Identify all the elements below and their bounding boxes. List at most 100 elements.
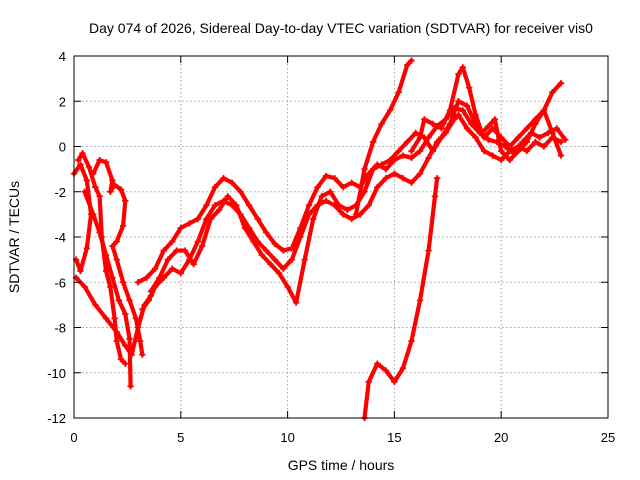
data-point	[416, 297, 424, 304]
axis-ticks: 0 5 10 15 20 25 -12 -10 -8 -6 -4 -2 0 2 4	[47, 49, 615, 445]
data-point	[365, 202, 372, 209]
data-point	[344, 206, 351, 214]
data-point	[211, 184, 219, 191]
series-trace	[91, 157, 145, 357]
data-point	[297, 233, 304, 241]
data-point	[532, 138, 539, 146]
data-point	[408, 57, 415, 64]
data-point	[416, 170, 424, 177]
data-point	[446, 120, 454, 128]
data-point	[322, 172, 330, 180]
data-point	[429, 120, 437, 128]
data-point	[173, 247, 180, 254]
data-point	[322, 197, 330, 204]
y-tick-label: 0	[59, 140, 66, 155]
data-point	[220, 174, 227, 182]
data-point	[399, 365, 407, 372]
data-point	[288, 256, 296, 263]
data-point	[408, 337, 415, 345]
data-point	[455, 98, 462, 105]
data-point	[117, 355, 125, 363]
data-point	[352, 211, 360, 218]
data-point	[386, 156, 394, 164]
data-point	[425, 247, 432, 254]
data-point	[549, 129, 556, 137]
data-point	[489, 152, 496, 159]
y-tick-label: -2	[54, 185, 66, 200]
data-point	[463, 102, 471, 109]
data-point	[90, 170, 97, 177]
grid-lines	[74, 56, 608, 418]
data-point	[102, 315, 110, 322]
data-point	[523, 138, 531, 146]
data-point	[109, 242, 116, 250]
data-point	[241, 224, 249, 232]
data-point	[254, 215, 261, 223]
data-point	[348, 215, 355, 223]
data-point	[139, 306, 146, 313]
data-point	[83, 177, 91, 184]
data-point	[139, 351, 146, 358]
data-point	[81, 188, 88, 195]
data-point	[83, 245, 91, 252]
data-point	[386, 107, 394, 114]
data-point	[280, 247, 287, 254]
data-point	[96, 156, 103, 164]
data-point	[408, 147, 415, 155]
data-point	[532, 120, 539, 128]
data-point	[156, 274, 163, 281]
data-point	[96, 229, 103, 236]
data-point	[459, 64, 466, 71]
data-point	[540, 107, 548, 114]
data-point	[431, 193, 439, 200]
data-point	[169, 265, 176, 272]
data-point	[408, 179, 415, 186]
data-point	[480, 134, 488, 141]
data-point	[107, 283, 114, 290]
data-point	[433, 174, 441, 182]
data-point	[90, 211, 97, 218]
data-point	[506, 143, 513, 150]
data-point	[339, 184, 347, 191]
data-point	[211, 202, 219, 209]
y-tick-label: -6	[54, 275, 66, 290]
data-point	[109, 274, 116, 281]
data-point	[151, 265, 159, 272]
series-4	[81, 188, 134, 390]
data-point	[280, 265, 287, 272]
x-tick-label: 20	[494, 430, 508, 445]
data-point	[245, 202, 253, 209]
data-point	[540, 143, 548, 150]
data-point	[275, 270, 283, 277]
data-point	[455, 111, 462, 119]
data-point	[549, 89, 556, 96]
data-point	[96, 193, 103, 200]
data-point	[181, 247, 189, 254]
data-point	[378, 161, 385, 168]
data-point	[491, 116, 498, 123]
x-axis-label: GPS time / hours	[288, 457, 395, 473]
data-point	[143, 274, 150, 281]
data-point	[233, 202, 240, 209]
data-point	[429, 147, 437, 155]
data-point	[404, 61, 411, 69]
data-point	[119, 279, 127, 286]
data-point	[186, 220, 193, 227]
data-point	[203, 202, 210, 209]
data-point	[515, 147, 522, 155]
data-point	[416, 147, 424, 155]
data-point	[399, 174, 407, 182]
data-point	[480, 147, 488, 155]
data-point	[113, 256, 120, 263]
y-tick-label: 4	[59, 49, 66, 64]
data-point	[164, 256, 172, 263]
data-point	[369, 138, 377, 146]
data-point	[237, 188, 244, 195]
data-point	[102, 159, 110, 166]
data-point	[75, 156, 82, 164]
data-point	[498, 156, 505, 164]
data-point	[339, 211, 347, 218]
data-point	[271, 240, 278, 247]
x-tick-label: 10	[280, 430, 294, 445]
data-point	[459, 107, 466, 114]
